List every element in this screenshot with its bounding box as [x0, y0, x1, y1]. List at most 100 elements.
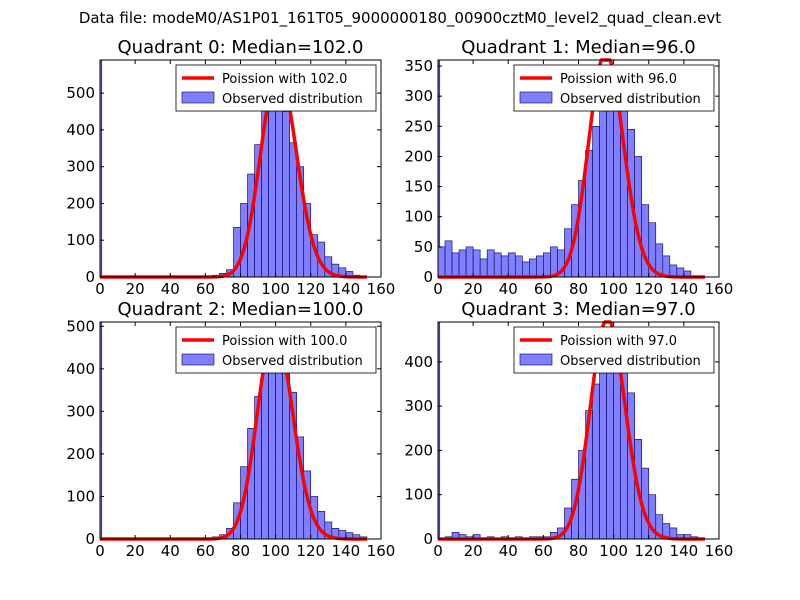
x-tick-label: 120 [296, 280, 325, 298]
legend: Poission with 97.0 Observed distribution [513, 326, 715, 374]
legend-bar-swatch [519, 353, 553, 366]
subplot-title: Quadrant 3: Median=97.0 [461, 299, 696, 320]
y-tick-label: 400 [66, 360, 95, 378]
x-tick-label: 20 [464, 542, 483, 560]
histogram-bar [493, 252, 502, 278]
y-tick-label: 200 [66, 194, 95, 212]
legend-box [175, 64, 377, 112]
y-tick-label: 0 [85, 530, 95, 548]
legend-bar-label: Observed distribution [560, 92, 701, 107]
legend-bar-swatch [519, 91, 553, 104]
legend: Poission with 100.0 Observed distribution [175, 326, 377, 374]
x-tick-label: 0 [433, 542, 443, 560]
subplot-2: Quadrant 2: Median=100.0 0 20 40 60 80 100 120 1… [66, 299, 395, 560]
y-tick-label: 400 [404, 353, 433, 371]
legend: Poission with 102.0 Observed distribution [175, 64, 377, 112]
y-tick-label: 0 [423, 530, 433, 548]
y-tick-label: 300 [404, 397, 433, 415]
x-tick-label: 80 [569, 280, 588, 298]
x-tick-label: 140 [670, 542, 699, 560]
histogram-bar [550, 246, 558, 278]
legend-box [513, 326, 715, 374]
x-tick-label: 140 [332, 280, 361, 298]
x-tick-label: 120 [296, 542, 325, 560]
histogram-bar [261, 366, 269, 540]
figure-suptitle: Data file: modeM0/AS1P01_161T05_90000001… [79, 9, 721, 28]
x-tick-label: 0 [95, 280, 105, 298]
x-tick-label: 40 [161, 280, 180, 298]
x-tick-label: 80 [231, 542, 250, 560]
x-tick-label: 160 [705, 542, 734, 560]
x-tick-label: 80 [231, 280, 250, 298]
histogram-bar [662, 255, 671, 278]
histogram-bar [592, 383, 600, 540]
y-tick-label: 0 [423, 268, 433, 286]
subplot-title: Quadrant 2: Median=100.0 [118, 299, 364, 320]
x-tick-label: 0 [433, 280, 443, 298]
subplot-title: Quadrant 1: Median=96.0 [461, 37, 696, 58]
x-tick-label: 100 [261, 280, 290, 298]
legend-box [175, 326, 377, 374]
histogram-bar [437, 246, 446, 278]
histogram-bar [282, 111, 290, 278]
legend-bar-label: Observed distribution [222, 354, 363, 369]
histogram-bar [543, 252, 551, 278]
legend-curve-label: Poission with 96.0 [560, 72, 677, 87]
histogram-bar [479, 258, 488, 278]
x-tick-label: 120 [634, 542, 663, 560]
legend-curve-label: Poission with 100.0 [222, 334, 347, 349]
subplot-3: Quadrant 3: Median=97.0 0 20 40 60 80 100 120 14… [404, 299, 733, 560]
x-tick-label: 80 [569, 542, 588, 560]
histogram-bar [529, 258, 537, 278]
x-tick-label: 20 [464, 280, 483, 298]
histogram-bar [486, 249, 495, 278]
histogram-bar [268, 85, 276, 278]
legend-box [513, 64, 715, 112]
y-tick-label: 250 [404, 117, 433, 135]
x-tick-label: 140 [332, 542, 361, 560]
y-tick-label: 150 [404, 178, 433, 196]
y-tick-label: 300 [66, 402, 95, 420]
histogram-bar [268, 345, 276, 540]
legend-bar-swatch [181, 91, 215, 104]
x-tick-label: 100 [599, 542, 628, 560]
x-tick-label: 160 [367, 280, 396, 298]
y-tick-label: 100 [66, 487, 95, 505]
y-tick-label: 300 [404, 87, 433, 105]
y-tick-label: 100 [404, 486, 433, 504]
y-tick-label: 400 [66, 121, 95, 139]
subplot-title: Quadrant 0: Median=102.0 [118, 37, 364, 58]
histogram-bar [599, 95, 607, 278]
y-tick-label: 200 [404, 441, 433, 459]
histogram-bar [465, 246, 474, 278]
x-tick-label: 40 [161, 542, 180, 560]
histogram-bar [592, 126, 600, 278]
x-tick-label: 20 [126, 280, 145, 298]
legend-bar-label: Observed distribution [222, 92, 363, 107]
subplot-0: Quadrant 0: Median=102.0 0 20 40 60 80 100 120 1… [66, 37, 395, 298]
legend-curve-label: Poission with 97.0 [560, 334, 677, 349]
histogram-bar [514, 255, 523, 278]
x-tick-label: 60 [196, 280, 215, 298]
x-tick-label: 100 [261, 542, 290, 560]
histogram-bar [536, 255, 544, 278]
x-tick-label: 100 [599, 280, 628, 298]
x-tick-label: 40 [499, 542, 518, 560]
histogram-bar [500, 255, 509, 278]
histogram-bar [599, 357, 607, 540]
legend-curve-label: Poission with 102.0 [222, 72, 347, 87]
y-tick-label: 0 [85, 268, 95, 286]
histogram-bar [275, 89, 283, 278]
histogram-bar [275, 347, 283, 540]
x-tick-label: 40 [499, 280, 518, 298]
x-tick-label: 60 [534, 280, 553, 298]
y-tick-label: 100 [404, 208, 433, 226]
legend: Poission with 96.0 Observed distribution [513, 64, 715, 112]
x-tick-label: 160 [367, 542, 396, 560]
histogram-bar [289, 142, 297, 278]
y-tick-label: 200 [66, 445, 95, 463]
y-tick-label: 200 [404, 147, 433, 165]
subplot-1: Quadrant 1: Median=96.0 0 20 40 60 80 100 120 14… [404, 37, 733, 298]
legend-bar-swatch [181, 353, 215, 366]
